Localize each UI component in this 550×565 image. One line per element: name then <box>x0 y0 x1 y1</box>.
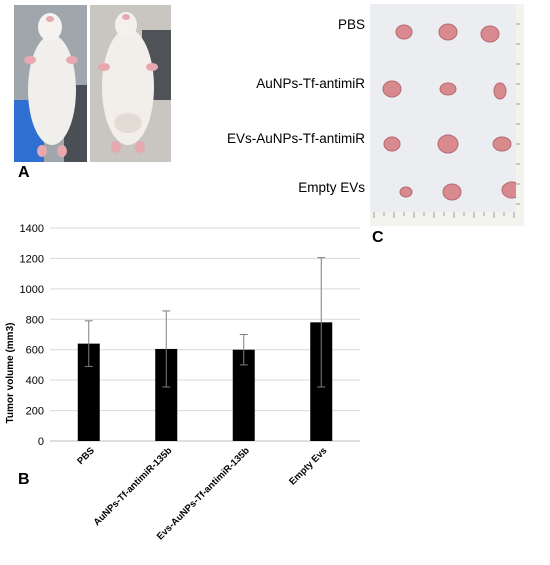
mouse-photo-left <box>14 5 87 162</box>
x-tick-label: Empty Evs <box>287 445 329 487</box>
panel-letter-b: B <box>18 471 30 488</box>
x-tick-label: Evs-AuNPs-Tf-antimiR-135b <box>155 445 252 542</box>
x-tick-label: AuNPs-Tf-antimiR-135b <box>92 445 175 528</box>
y-tick-label: 1400 <box>20 223 44 235</box>
y-tick-label: 600 <box>26 345 44 357</box>
y-tick-label: 400 <box>26 375 44 387</box>
y-tick-label: 1000 <box>20 284 44 296</box>
bar <box>155 348 178 441</box>
tumor-volume-chart: 0 200 400 600 800 1000 1200 1400 PBS AuNPs-Tf-an… <box>0 215 370 560</box>
tumor-group-labels: PBS AuNPs-Tf-antimiR EVs-AuNPs-Tf-antimi… <box>180 0 365 240</box>
tumor-group-label: AuNPs-Tf-antimiR <box>256 76 365 91</box>
y-axis-label: Tumor volume (mm3) <box>5 323 16 424</box>
mouse-photo-right <box>90 5 171 162</box>
panel-letter-a: A <box>18 164 30 181</box>
tumor-group-label: EVs-AuNPs-Tf-antimiR <box>226 131 365 146</box>
y-tick-label: 1200 <box>20 253 44 265</box>
bar <box>232 349 255 441</box>
x-tick-label: PBS <box>75 445 97 467</box>
tumor-group-label: PBS <box>337 17 365 32</box>
panel-letter-c: C <box>372 229 384 246</box>
y-tick-label: 800 <box>26 314 44 326</box>
bar <box>77 343 100 441</box>
tumor-photo <box>370 4 524 226</box>
y-tick-label: 0 <box>38 436 44 448</box>
y-tick-label: 200 <box>26 406 44 418</box>
tumor-group-label: Empty EVs <box>298 180 365 195</box>
